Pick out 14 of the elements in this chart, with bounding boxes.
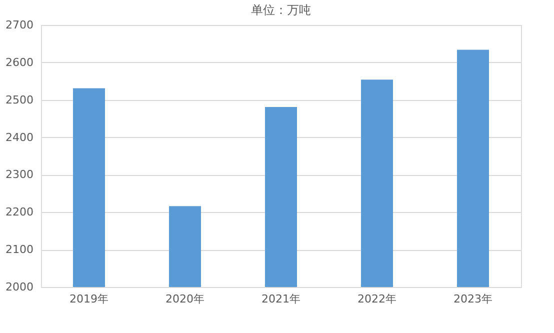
- x-tick-label: 2019年: [70, 292, 108, 306]
- x-tick-label: 2021年: [262, 292, 300, 306]
- chart-title: 单位：万吨: [251, 3, 311, 17]
- y-tick-label: 2300: [6, 168, 34, 182]
- y-tick-label: 2200: [6, 206, 34, 219]
- x-tick-label: 2022年: [358, 292, 396, 306]
- x-tick-label: 2023年: [454, 292, 492, 306]
- y-tick-label: 2600: [6, 56, 34, 69]
- x-tick-label: 2020年: [166, 292, 204, 306]
- y-tick-label: 2100: [6, 243, 34, 256]
- y-tick-label: 2000: [6, 280, 34, 294]
- y-tick-label: 2700: [6, 18, 34, 32]
- y-tick-label: 2500: [6, 93, 34, 106]
- y-tick-label: 2400: [6, 130, 34, 144]
